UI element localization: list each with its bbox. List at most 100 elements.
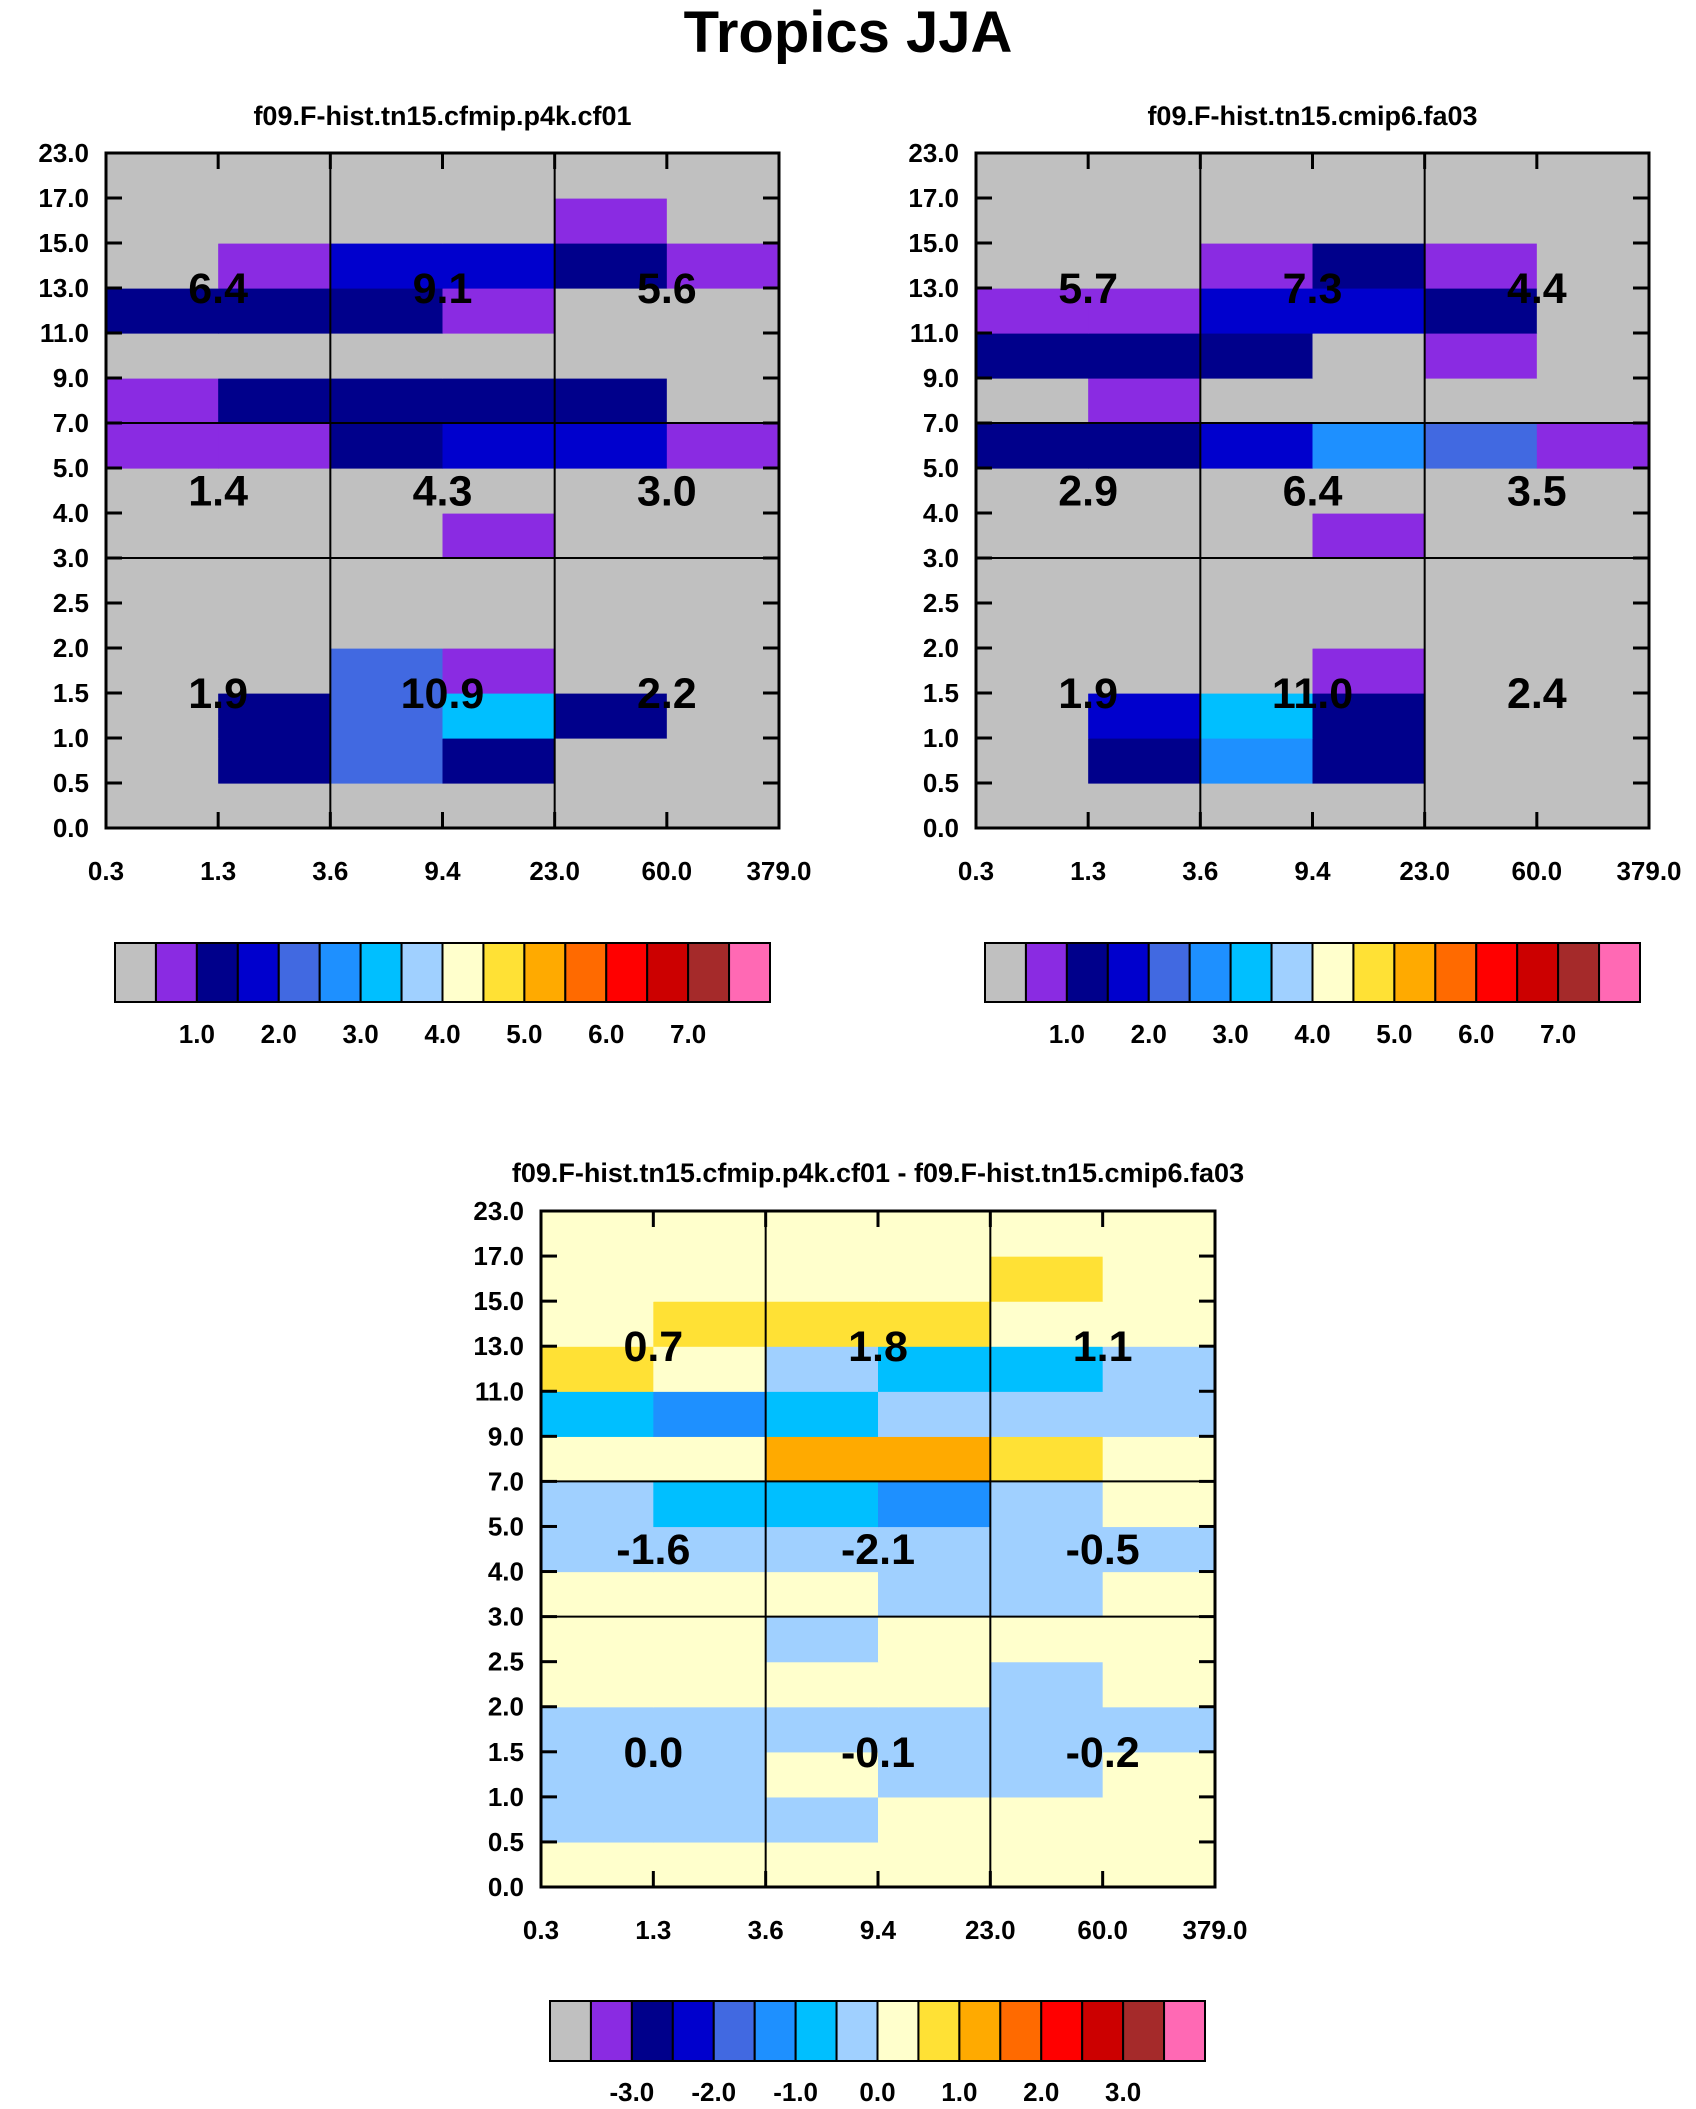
region-value-label: 6.4 — [1283, 468, 1343, 516]
heatmap-cell — [541, 1301, 654, 1347]
y-tick-label: 0.5 — [488, 1827, 524, 1857]
heatmap-cell — [1312, 468, 1426, 514]
y-tick-label: 7.0 — [923, 408, 959, 438]
colorbar-label: 4.0 — [1294, 1019, 1330, 1049]
x-tick-label: 379.0 — [1182, 1915, 1247, 1945]
y-tick-label: 2.0 — [488, 1692, 524, 1722]
y-tick-label: 0.0 — [53, 813, 89, 843]
heatmap-cell — [1102, 1256, 1216, 1302]
heatmap-cell — [330, 648, 444, 694]
heatmap-cell — [990, 1751, 1104, 1798]
heatmap-cell — [330, 468, 444, 514]
heatmap-cell — [1200, 558, 1314, 604]
region-value-label: 4.3 — [413, 468, 473, 516]
colorbar-swatch — [1081, 2000, 1125, 2062]
heatmap-cell — [990, 1796, 1104, 1843]
colorbar-label: 2.0 — [1023, 2077, 1059, 2107]
heatmap-cell — [1200, 738, 1314, 784]
heatmap-cell — [976, 288, 1089, 334]
heatmap-cell — [1312, 198, 1426, 244]
heatmap-cell — [1536, 288, 1650, 334]
heatmap-cell — [878, 1256, 991, 1302]
y-tick-label: 5.0 — [488, 1511, 524, 1541]
heatmap-cell — [1088, 738, 1201, 784]
heatmap-cell — [666, 378, 780, 424]
heatmap-cell — [666, 783, 780, 829]
heatmap-cell — [442, 783, 556, 829]
x-tick-label: 3.6 — [748, 1915, 784, 1945]
region-value-label: 3.5 — [1507, 468, 1567, 516]
heatmap-cell — [1536, 738, 1650, 784]
heatmap-cell — [1312, 378, 1426, 424]
colorbar-swatch — [605, 942, 649, 1003]
heatmap-cell — [1312, 333, 1426, 379]
heatmap-cell — [330, 243, 444, 289]
heatmap-cell — [976, 648, 1089, 694]
heatmap-cell — [442, 738, 556, 784]
y-tick-label: 17.0 — [473, 1241, 524, 1271]
heatmap-cell — [653, 1481, 767, 1528]
heatmap-cell — [878, 1481, 991, 1528]
colorbar-swatch — [728, 942, 771, 1003]
heatmap-cell — [330, 153, 444, 199]
heatmap-cell — [541, 1661, 654, 1708]
heatmap-cell — [1424, 423, 1538, 469]
y-tick-label: 13.0 — [38, 273, 89, 303]
heatmap-cell — [976, 333, 1089, 379]
x-tick-label: 0.3 — [88, 856, 124, 886]
region-value-label: -1.6 — [616, 1526, 690, 1574]
panel-title: f09.F-hist.tn15.cfmip.p4k.cf01 - f09.F-h… — [512, 1158, 1244, 1188]
heatmap-cell — [541, 1751, 654, 1798]
heatmap-panel: f09.F-hist.tn15.cmip6.fa03 0.3 1.3 3.6 9.4 23… — [908, 101, 1681, 1049]
x-tick-label: 0.3 — [523, 1915, 559, 1945]
heatmap-cell — [990, 1616, 1104, 1663]
heatmap-cell — [976, 693, 1089, 739]
heatmap-cell — [976, 513, 1089, 559]
heatmap-cell — [990, 1436, 1104, 1482]
heatmap-cell — [990, 1841, 1104, 1888]
y-tick-label: 1.0 — [488, 1782, 524, 1812]
y-tick-label: 15.0 — [473, 1286, 524, 1316]
heatmap-cell — [1536, 153, 1650, 199]
heatmap-cell — [666, 693, 780, 739]
x-tick-label: 0.3 — [958, 856, 994, 886]
colorbar-swatch — [1516, 942, 1560, 1003]
heatmap-cell — [442, 333, 556, 379]
heatmap-cell — [1088, 558, 1201, 604]
heatmap-cell — [1088, 783, 1201, 829]
heatmap-cell — [541, 1841, 654, 1888]
heatmap-cell — [541, 1256, 654, 1302]
y-tick-label: 5.0 — [53, 453, 89, 483]
colorbar-swatch — [359, 942, 403, 1003]
heatmap-cell — [554, 783, 668, 829]
colorbar-label: 5.0 — [506, 1019, 542, 1049]
heatmap-cell — [1102, 1391, 1216, 1437]
colorbar-swatch — [318, 942, 362, 1003]
heatmap-cell — [218, 243, 331, 289]
heatmap-cell — [1102, 1436, 1216, 1482]
heatmap-cell — [976, 378, 1089, 424]
region-value-label: 2.2 — [637, 670, 697, 718]
heatmap-cell — [541, 1436, 654, 1482]
region-value-label: 0.7 — [623, 1323, 683, 1371]
x-tick-label: 23.0 — [1399, 856, 1450, 886]
colorbar-swatch — [646, 942, 690, 1003]
heatmap-cell — [990, 1481, 1104, 1528]
heatmap-cell — [666, 558, 780, 604]
heatmap-cell — [554, 153, 668, 199]
heatmap-cell — [1312, 288, 1426, 334]
heatmap-cell — [1102, 1346, 1216, 1392]
colorbar-swatch — [1188, 942, 1232, 1003]
heatmap-cell — [878, 1391, 991, 1437]
heatmap-cell — [653, 1391, 767, 1437]
y-tick-label: 0.0 — [923, 813, 959, 843]
heatmap-cell — [218, 738, 331, 784]
region-value-label: 2.4 — [1507, 670, 1567, 718]
y-tick-label: 11.0 — [475, 1376, 524, 1406]
heatmap-cell — [765, 1526, 879, 1573]
y-tick-label: 0.5 — [923, 768, 959, 798]
colorbar-label: 7.0 — [670, 1019, 706, 1049]
heatmap-cell — [106, 648, 219, 694]
colorbar-label: 0.0 — [859, 2077, 895, 2107]
